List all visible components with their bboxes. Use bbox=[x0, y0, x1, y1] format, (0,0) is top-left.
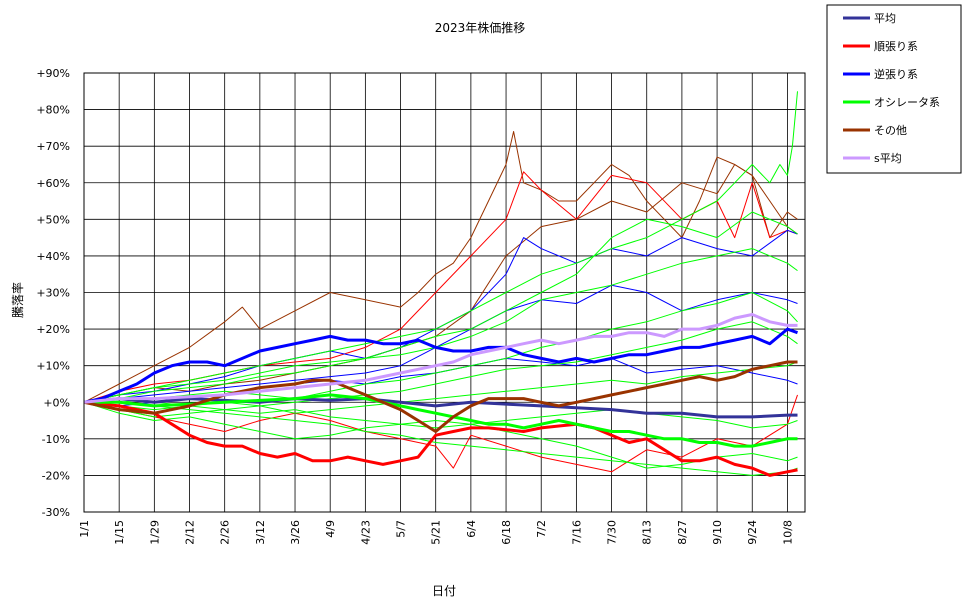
series-lines bbox=[83, 91, 799, 477]
y-axis-label: 騰落率 bbox=[10, 282, 25, 318]
series-line-3 bbox=[84, 393, 798, 448]
series-line-2 bbox=[83, 327, 799, 404]
grid bbox=[83, 72, 805, 513]
legend-label: 平均 bbox=[874, 12, 896, 25]
x-tick-label: 9/10 bbox=[711, 520, 724, 545]
y-tick-label: +10% bbox=[36, 360, 70, 373]
component-line-21 bbox=[84, 401, 798, 476]
component-line-6 bbox=[83, 131, 798, 403]
series-line-5 bbox=[83, 313, 798, 404]
y-tick-label: +90% bbox=[36, 67, 70, 80]
y-tick-label: +80% bbox=[36, 104, 70, 117]
x-tick-label: 6/18 bbox=[500, 520, 513, 545]
x-tick-label: 1/15 bbox=[113, 520, 126, 545]
series-line-1 bbox=[83, 400, 798, 477]
x-tick-label: 6/4 bbox=[465, 520, 478, 538]
component-line-9 bbox=[83, 394, 798, 473]
component-line-13 bbox=[83, 91, 798, 403]
y-tick-label: +20% bbox=[36, 323, 70, 336]
component-line-8 bbox=[83, 171, 798, 403]
y-tick-label: +50% bbox=[36, 213, 70, 226]
x-tick-label: 2/26 bbox=[219, 520, 232, 545]
x-tick-label: 8/13 bbox=[641, 520, 654, 545]
legend-label: その他 bbox=[874, 124, 907, 137]
component-line-16 bbox=[84, 292, 798, 403]
x-tick-label: 9/24 bbox=[746, 520, 759, 545]
y-tick-label: -10% bbox=[42, 433, 70, 446]
y-tick-label: -30% bbox=[42, 506, 70, 519]
series-line-4 bbox=[83, 360, 798, 433]
x-tick-label: 1/29 bbox=[148, 520, 161, 545]
legend-label: オシレータ系 bbox=[874, 96, 940, 109]
component-line-20 bbox=[83, 398, 798, 429]
y-tick-label: +60% bbox=[36, 177, 70, 190]
x-tick-label: 7/16 bbox=[570, 520, 583, 545]
y-tick-label: +30% bbox=[36, 287, 70, 300]
x-tick-label: 5/21 bbox=[430, 520, 443, 545]
y-axis-ticks: +90% +80% +70% +60% +50% +40% +30% +20% +10% +0% -… bbox=[36, 67, 70, 519]
x-tick-label: 7/30 bbox=[606, 520, 619, 545]
x-axis-ticks: 1/1 1/15 1/29 2/12 2/26 3/12 3/26 4/9 4/23 5/7 5/2… bbox=[78, 520, 794, 545]
y-tick-label: +40% bbox=[36, 250, 70, 263]
x-tick-label: 1/1 bbox=[78, 520, 91, 538]
x-tick-label: 3/26 bbox=[289, 520, 302, 545]
chart-title: 2023年株価推移 bbox=[435, 20, 526, 35]
y-tick-label: +0% bbox=[43, 396, 70, 409]
component-line-14 bbox=[83, 211, 798, 403]
plot-frame bbox=[83, 72, 806, 513]
x-tick-label: 4/9 bbox=[324, 520, 337, 538]
x-axis-label: 日付 bbox=[432, 584, 456, 598]
y-tick-label: -20% bbox=[42, 469, 70, 482]
y-tick-label: +70% bbox=[36, 140, 70, 153]
legend-label: s平均 bbox=[874, 152, 902, 165]
x-tick-label: 5/7 bbox=[395, 520, 408, 538]
component-line-7 bbox=[83, 164, 798, 403]
x-tick-label: 7/2 bbox=[535, 520, 548, 538]
x-tick-label: 10/8 bbox=[781, 520, 794, 545]
legend-box bbox=[826, 4, 962, 174]
x-tick-label: 2/12 bbox=[184, 520, 197, 545]
component-line-15 bbox=[83, 248, 798, 403]
x-tick-label: 3/12 bbox=[254, 520, 267, 545]
legend-label: 順張り系 bbox=[874, 40, 918, 53]
component-line-11 bbox=[83, 284, 798, 403]
x-tick-label: 8/27 bbox=[676, 520, 689, 545]
legend-label: 逆張り系 bbox=[874, 67, 918, 81]
x-tick-label: 4/23 bbox=[359, 520, 372, 545]
